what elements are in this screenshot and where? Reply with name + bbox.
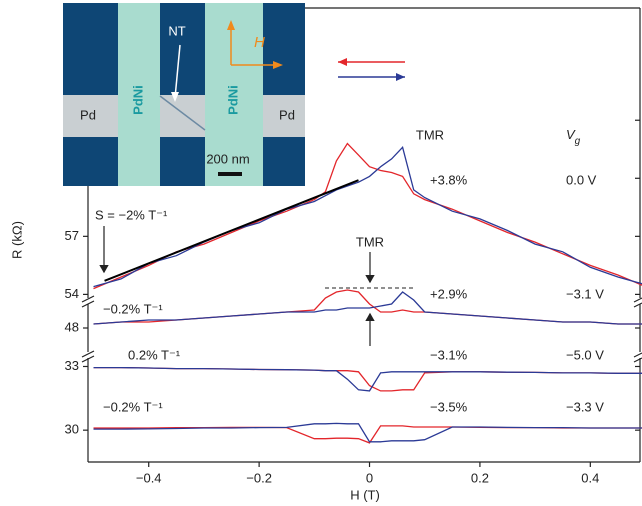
gate-voltage: −3.1 V xyxy=(566,286,604,301)
x-tick-label: 0.2 xyxy=(471,470,489,485)
slope-label: −0.2% T⁻¹ xyxy=(103,399,163,414)
slope-label: S = −2% T⁻¹ xyxy=(95,207,168,222)
y-tick-label: 54 xyxy=(65,286,79,301)
chart: −0.4−0.200.20.454576063S = −2% T⁻¹+3.8%0… xyxy=(0,0,642,506)
tmr-annotation: TMR xyxy=(356,234,384,249)
x-tick-label: −0.2 xyxy=(246,470,272,485)
vg-sub: g xyxy=(575,136,581,147)
pd-electrode xyxy=(63,95,305,137)
inset-image: NT H Pd Pd PdNi PdNi 200 nm xyxy=(63,3,305,186)
column-header: Vg xyxy=(566,127,581,146)
x-tick-label: 0.4 xyxy=(581,470,599,485)
inset-label: 200 nm xyxy=(206,151,249,166)
gate-voltage: −3.3 V xyxy=(566,399,604,414)
y-tick-label: 57 xyxy=(65,228,79,243)
y-tick-label: 33 xyxy=(65,358,79,373)
y-tick-label: 30 xyxy=(65,422,79,437)
scale-bar xyxy=(218,172,242,176)
inset-label: PdNi xyxy=(225,85,240,115)
sweep-arrowhead xyxy=(338,58,347,66)
gate-voltage: 0.0 V xyxy=(566,172,597,187)
trace-line xyxy=(94,368,642,391)
fit-line xyxy=(105,180,359,281)
trace-line xyxy=(94,290,642,324)
slope-label: −0.2% T⁻¹ xyxy=(103,301,163,316)
y-tick-label: 48 xyxy=(65,319,79,334)
y-axis-label: R (kΩ) xyxy=(9,221,24,259)
tmr-value: −3.1% xyxy=(430,347,468,362)
trace-line xyxy=(94,292,642,324)
column-header: TMR xyxy=(416,127,444,142)
gate-voltage: −5.0 V xyxy=(566,347,604,362)
x-tick-label: −0.4 xyxy=(136,470,162,485)
x-tick-label: 0 xyxy=(366,470,373,485)
tmr-value: −3.5% xyxy=(430,399,468,414)
x-axis-label: H (T) xyxy=(350,487,380,502)
inset-label: H xyxy=(254,34,265,51)
inset-label: Pd xyxy=(80,107,96,122)
trace-line xyxy=(94,423,642,441)
slope-label: 0.2% T⁻¹ xyxy=(128,347,181,362)
inset-label: PdNi xyxy=(130,85,145,115)
sweep-arrowhead xyxy=(396,73,405,81)
inset-label: NT xyxy=(168,23,185,38)
tmr-value: +3.8% xyxy=(430,172,468,187)
tmr-value: +2.9% xyxy=(430,286,468,301)
trace-line xyxy=(94,368,642,391)
inset-label: Pd xyxy=(279,107,295,122)
